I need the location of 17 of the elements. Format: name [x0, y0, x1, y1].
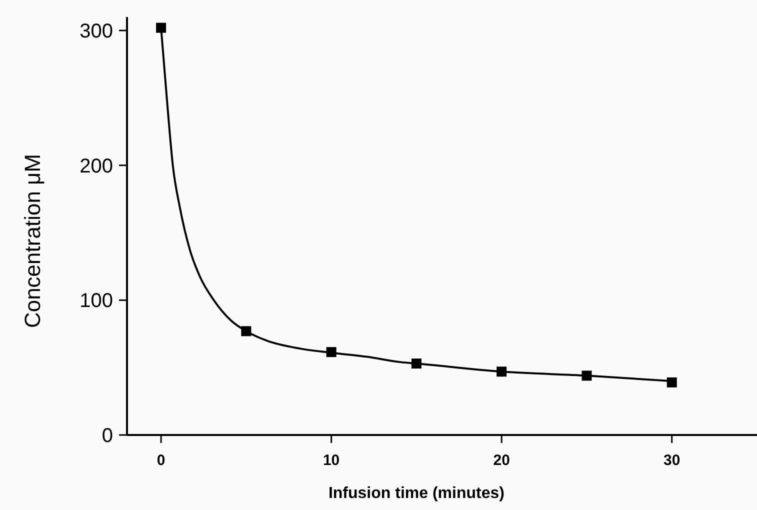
point	[666, 377, 677, 388]
y-axis-title: Concentration μM	[20, 154, 45, 328]
y-tick-label: 200	[80, 155, 113, 178]
y-tick-label: 0	[102, 425, 113, 447]
point	[326, 347, 336, 358]
y-tick-label: 100	[80, 290, 113, 312]
point	[582, 370, 592, 381]
x-tick-label: 30	[664, 452, 680, 469]
x-tick-label: 0	[156, 452, 166, 469]
x-tick-label: 20	[493, 452, 510, 469]
x-axis-title: Infusion time (minutes)	[328, 485, 504, 502]
x-tick-label: 10	[322, 452, 340, 469]
point	[241, 326, 252, 336]
y-tick-label: 300	[80, 20, 113, 42]
point	[496, 366, 507, 377]
point	[156, 22, 166, 33]
point	[411, 358, 422, 369]
